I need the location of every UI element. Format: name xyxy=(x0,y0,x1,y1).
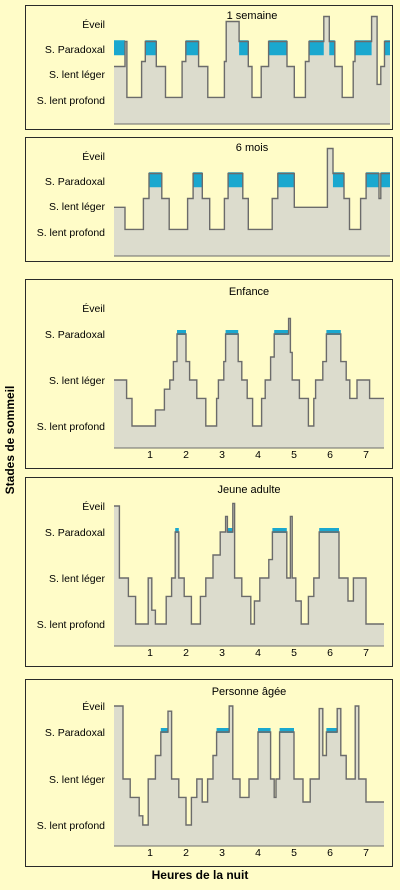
hypnogram-area xyxy=(114,503,384,646)
chart-title: Personne âgée xyxy=(212,686,287,698)
stage-label: S. lent profond xyxy=(37,619,105,631)
hypnogram-line xyxy=(114,502,384,625)
rem-period xyxy=(380,172,390,188)
y-axis-label-svg: Stades de sommeil xyxy=(3,386,17,495)
rem-period xyxy=(355,40,372,56)
rem-period xyxy=(145,40,157,56)
rem-period xyxy=(114,40,126,56)
x-tick-label: 4 xyxy=(255,847,261,859)
stage-label: Éveil xyxy=(82,150,105,163)
x-tick-label: 1 xyxy=(147,847,153,859)
x-tick-label: 2 xyxy=(183,449,189,461)
x-tick-label: 3 xyxy=(219,847,225,859)
rem-period xyxy=(193,172,203,188)
rem-period xyxy=(272,528,287,533)
x-tick-label: 7 xyxy=(363,449,369,461)
x-tick-label: 4 xyxy=(255,647,261,659)
chart-svg-enfance: Enfance Éveil S. Paradoxal S. lent léger S. … xyxy=(37,286,384,461)
rem-period xyxy=(326,330,341,335)
stage-label: S. lent profond xyxy=(37,95,105,107)
rem-period xyxy=(309,40,324,56)
chart-title: Jeune adulte xyxy=(218,484,281,496)
chart-svg-personne-agee: Personne âgée Éveil S. Paradoxal S. lent lé… xyxy=(37,686,384,859)
rem-period xyxy=(175,528,179,533)
rem-period xyxy=(239,40,249,56)
hypnogram-area xyxy=(114,318,384,448)
rem-period xyxy=(228,172,243,188)
chart-title: 1 semaine xyxy=(227,10,278,22)
stage-label: S. lent profond xyxy=(37,820,105,832)
rem-period xyxy=(326,728,338,733)
stage-label: S. lent profond xyxy=(37,421,105,433)
stage-label: S. Paradoxal xyxy=(45,727,105,739)
hypnogram-line xyxy=(114,317,384,427)
rem-period xyxy=(258,728,271,733)
x-tick-label: 4 xyxy=(255,449,261,461)
stage-label: Éveil xyxy=(82,500,105,513)
rem-period xyxy=(227,528,233,533)
x-tick-label: 7 xyxy=(363,847,369,859)
chart-panel-enfance: Enfance Éveil S. Paradoxal S. lent léger S. … xyxy=(25,279,393,469)
stage-label: S. lent léger xyxy=(49,201,106,213)
rem-period xyxy=(319,528,339,533)
x-tick-label: 3 xyxy=(219,647,225,659)
stage-label: S. Paradoxal xyxy=(45,527,105,539)
stage-label: Éveil xyxy=(82,18,105,31)
chart-panel-1-semaine: 1 semaine Éveil S. Paradoxal S. lent léger S… xyxy=(25,5,393,130)
rem-period xyxy=(384,40,390,56)
x-tick-label: 6 xyxy=(327,847,333,859)
rem-period xyxy=(329,40,335,56)
x-tick-label: 5 xyxy=(291,647,297,659)
chart-title: Enfance xyxy=(229,286,269,298)
hypnogram-line xyxy=(114,147,390,231)
x-tick-label: 1 xyxy=(147,647,153,659)
rem-period xyxy=(279,728,294,733)
rem-period xyxy=(274,330,289,335)
stage-label: S. Paradoxal xyxy=(45,44,105,56)
chart-svg-jeune-adulte: Jeune adulte Éveil S. Paradoxal S. lent lég… xyxy=(37,484,384,659)
rem-period xyxy=(177,330,186,335)
chart-title: 6 mois xyxy=(236,142,269,154)
stage-label: Éveil xyxy=(82,700,105,713)
rem-period xyxy=(160,728,168,733)
x-tick-label: 2 xyxy=(183,847,189,859)
y-axis-label: Stades de sommeil xyxy=(3,386,17,495)
hypnogram-line xyxy=(114,705,384,826)
hypnogram-area xyxy=(114,148,390,256)
rem-period xyxy=(225,330,239,335)
chart-svg-1-semaine: 1 semaine Éveil S. Paradoxal S. lent léger S… xyxy=(37,10,390,125)
hypnogram-line xyxy=(114,15,390,99)
rem-period xyxy=(185,40,199,56)
x-axis-label: Heures de la nuit xyxy=(151,868,249,882)
x-tick-label: 6 xyxy=(327,647,333,659)
stage-label: Éveil xyxy=(82,302,105,315)
chart-svg-6-mois: 6 mois Éveil S. Paradoxal S. lent léger S. l… xyxy=(37,142,390,257)
x-tick-label: 7 xyxy=(363,647,369,659)
rem-period xyxy=(366,172,379,188)
chart-panel-6-mois: 6 mois Éveil S. Paradoxal S. lent léger S. l… xyxy=(25,137,393,262)
stage-label: S. Paradoxal xyxy=(45,176,105,188)
stage-label: S. lent léger xyxy=(49,774,106,786)
x-tick-label: 5 xyxy=(291,847,297,859)
stage-label: S. lent profond xyxy=(37,227,105,239)
rem-period xyxy=(277,172,295,188)
x-tick-label: 5 xyxy=(291,449,297,461)
chart-panel-personne-agee: Personne âgée Éveil S. Paradoxal S. lent lé… xyxy=(25,679,393,867)
stage-label: S. lent léger xyxy=(49,69,106,81)
hypnogram-area xyxy=(114,706,384,846)
rem-period xyxy=(216,728,230,733)
stage-label: S. Paradoxal xyxy=(45,329,105,341)
rem-period xyxy=(268,40,287,56)
x-tick-label: 2 xyxy=(183,647,189,659)
x-tick-label: 3 xyxy=(219,449,225,461)
rem-period xyxy=(332,172,344,188)
x-tick-label: 6 xyxy=(327,449,333,461)
rem-period xyxy=(148,172,162,188)
stage-label: S. lent léger xyxy=(49,375,106,387)
stage-label: S. lent léger xyxy=(49,573,106,585)
x-tick-label: 1 xyxy=(147,449,153,461)
chart-panel-jeune-adulte: Jeune adulte Éveil S. Paradoxal S. lent lég… xyxy=(25,477,393,667)
